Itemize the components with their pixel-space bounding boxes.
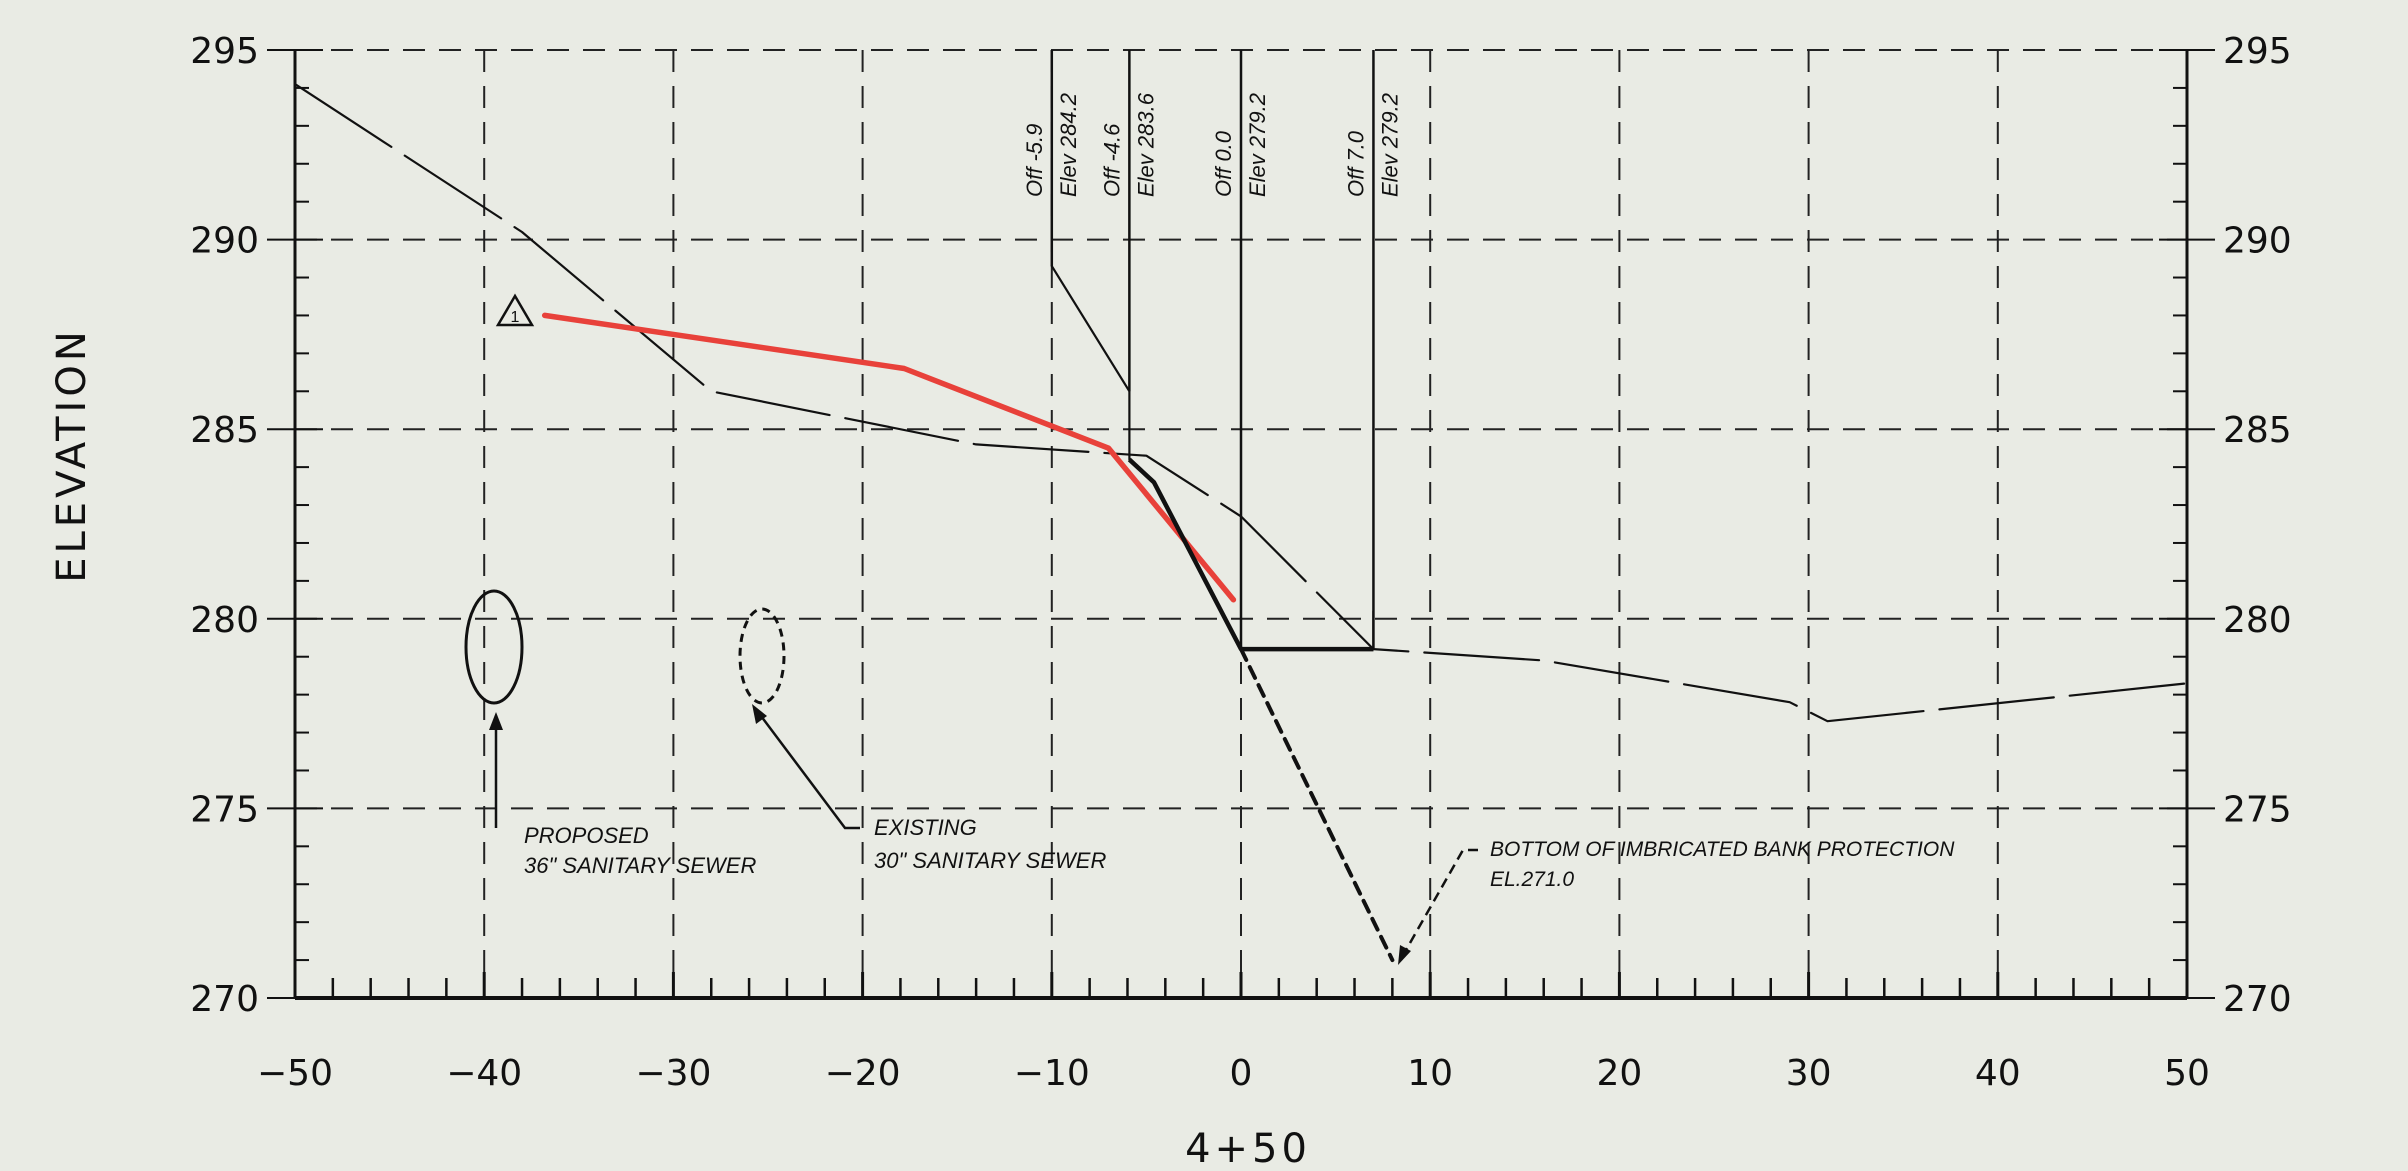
y-tick-label-left: 285 [190, 410, 259, 451]
x-axis-title: 4+50 [1185, 1126, 1311, 1171]
tick-labels: −50 −40 −30 −20 −10 0 10 20 30 40 50 270 270 275 275 28… [190, 31, 2291, 1094]
y-tick-label-left: 295 [190, 31, 259, 72]
existing-label-line2: 30" SANITARY SEWER [874, 848, 1106, 873]
elevation-label: Elev 279.2 [1245, 93, 1270, 197]
offset-label: Off 7.0 [1343, 130, 1368, 197]
offset-label: Off 0.0 [1211, 130, 1236, 197]
offset-label: Off -5.9 [1022, 124, 1047, 197]
series-line [293, 83, 2189, 723]
existing-arrowhead [752, 704, 767, 724]
x-tick-label: 20 [1596, 1053, 1642, 1094]
series-line [541, 312, 1237, 603]
proposed-arrowhead [489, 712, 503, 730]
x-tick-label: −40 [446, 1053, 522, 1094]
existing-sewer-ellipse [738, 607, 786, 705]
y-tick-label-right: 285 [2223, 410, 2292, 451]
proposed-sewer-ellipse [464, 589, 524, 705]
y-tick-label-right: 290 [2223, 221, 2292, 262]
y-tick-label-right: 275 [2223, 789, 2292, 830]
x-tick-label: −30 [635, 1053, 711, 1094]
series-lines [293, 83, 2189, 963]
bank-label-line2: EL.271.0 [1490, 868, 1574, 891]
x-tick-label: −10 [1014, 1053, 1090, 1094]
y-tick-label-right: 270 [2223, 979, 2292, 1020]
existing-label-line1: EXISTING [874, 815, 977, 840]
elevation-label: Elev 283.6 [1133, 92, 1158, 197]
revision-triangle-icon [495, 293, 535, 327]
x-tick-label: 0 [1230, 1053, 1253, 1094]
axis-ticks [267, 49, 2215, 999]
y-tick-label-right: 280 [2223, 600, 2292, 641]
y-axis-title: ELEVATION [49, 327, 95, 583]
bank-leader [1400, 848, 1478, 958]
y-tick-label-right: 295 [2223, 31, 2292, 72]
x-tick-label: 10 [1407, 1053, 1453, 1094]
y-tick-label-left: 290 [190, 221, 259, 262]
x-tick-label: 50 [2164, 1053, 2210, 1094]
existing-leader [757, 711, 860, 830]
x-tick-label: 30 [1786, 1053, 1832, 1094]
bank-arrowhead [1398, 945, 1411, 965]
annotations: PROPOSED 36" SANITARY SEWER EXISTING 30"… [464, 293, 1955, 965]
bank-label-line1: BOTTOM OF IMBRICATED BANK PROTECTION [1490, 838, 1955, 861]
y-tick-label-left: 275 [190, 789, 259, 830]
offset-label: Off -4.6 [1099, 123, 1124, 197]
elevation-label: Elev 279.2 [1377, 93, 1402, 197]
x-tick-label: −20 [825, 1053, 901, 1094]
offset-labels: Off -5.9 Elev 284.2 Off -4.6 Elev 283.6 Off … [1022, 50, 1402, 650]
series-line [1239, 647, 1395, 963]
x-tick-label: 40 [1975, 1053, 2021, 1094]
proposed-label-line2: 36" SANITARY SEWER [524, 853, 756, 878]
proposed-label-line1: PROPOSED [524, 823, 649, 848]
elevation-label: Elev 284.2 [1056, 93, 1081, 197]
y-tick-label-left: 280 [190, 600, 259, 641]
y-tick-label-left: 270 [190, 979, 259, 1020]
x-tick-label: −50 [257, 1053, 333, 1094]
revision-mark: 1 [511, 309, 520, 326]
bank-face-line [1127, 457, 1374, 652]
